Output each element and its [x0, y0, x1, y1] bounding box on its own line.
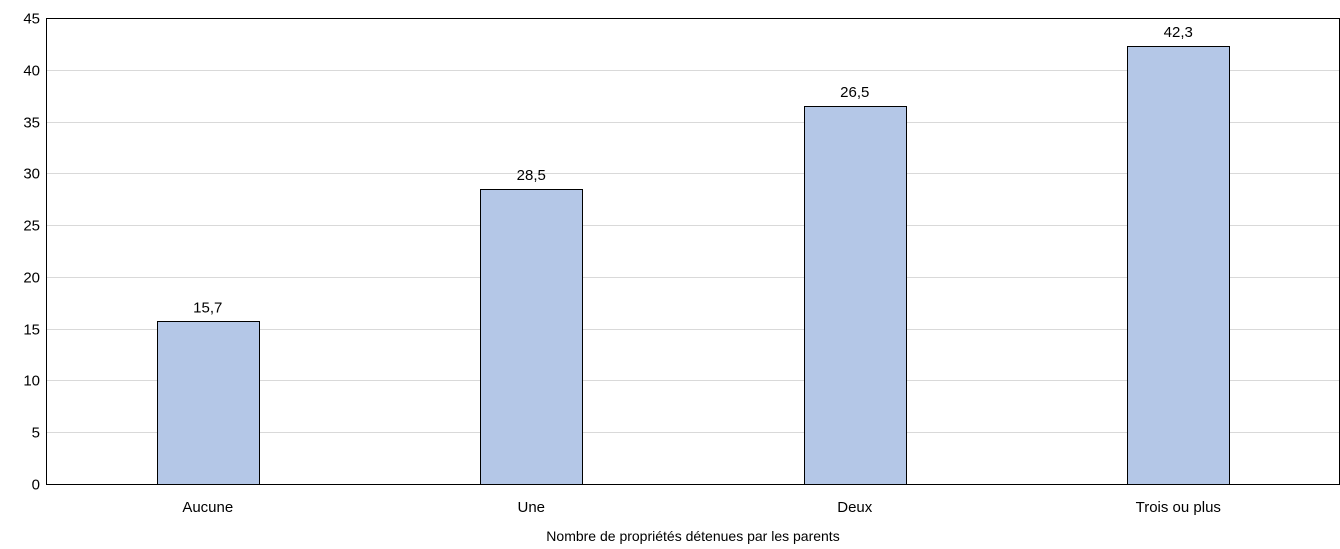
y-tick-label: 15 — [23, 322, 40, 339]
y-tick-label: 25 — [23, 218, 40, 235]
x-axis-label: Nombre de propriétés détenues par les pa… — [546, 528, 839, 544]
bar — [1127, 46, 1230, 485]
y-tick-label: 40 — [23, 63, 40, 80]
y-axis-ticks: 0 5 10 15 20 25 30 35 40 45 — [23, 11, 40, 494]
x-tick-label: Trois ou plus — [1136, 499, 1221, 516]
data-label: 42,3 — [1164, 24, 1193, 41]
data-labels: 15,7 28,5 26,5 42,3 — [193, 24, 1193, 316]
x-tick-label: Une — [517, 499, 545, 516]
y-tick-label: 30 — [23, 166, 40, 183]
bar — [480, 189, 583, 485]
x-tick-label: Aucune — [182, 499, 233, 516]
y-tick-label: 10 — [23, 373, 40, 390]
y-tick-label: 35 — [23, 115, 40, 132]
y-tick-label: 20 — [23, 270, 40, 287]
data-label: 28,5 — [517, 167, 546, 184]
data-label: 15,7 — [193, 299, 222, 316]
bar — [804, 106, 907, 485]
data-label: 26,5 — [840, 84, 869, 101]
bars — [157, 46, 1230, 485]
y-tick-label: 0 — [32, 477, 40, 494]
y-tick-label: 5 — [32, 425, 40, 442]
x-axis-ticks: Aucune Une Deux Trois ou plus — [182, 499, 1221, 516]
bar — [157, 321, 260, 485]
y-tick-label: 45 — [23, 11, 40, 28]
gridlines — [46, 70, 1340, 433]
x-tick-label: Deux — [837, 499, 873, 516]
